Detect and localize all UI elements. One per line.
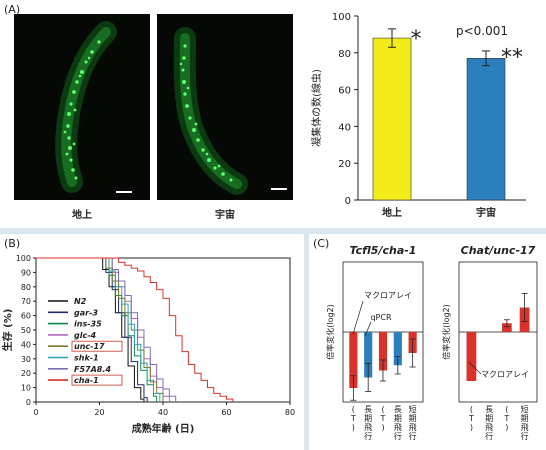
survival-line [36, 257, 177, 402]
legend-label: unc-17 [74, 342, 105, 351]
panel-c-label: (C) [313, 237, 330, 250]
x-tick-label: (T) [503, 405, 509, 432]
x-tick-label: 60 [221, 408, 231, 417]
legend-highlight-box [71, 340, 123, 352]
x-tick-label: (T) [350, 405, 356, 432]
bar [349, 332, 358, 388]
bar [501, 323, 512, 332]
legend-label: cha-1 [74, 376, 99, 385]
x-tick-label: 短期飛行 [409, 404, 417, 441]
y-axis-label: 倍率変化(log2) [441, 304, 451, 360]
y-tick-label: 90 [21, 268, 31, 277]
x-tick-label: 20 [94, 408, 104, 417]
x-tick-label: 0 [33, 408, 38, 417]
legend-label: shk-1 [74, 354, 99, 363]
significance-double-star: ** [501, 45, 523, 70]
annotation-qpcr: qPCR [370, 313, 391, 322]
microscopy-image-space [157, 14, 293, 200]
legend-label: N2 [74, 297, 87, 306]
annotation-leader [364, 321, 372, 337]
microscopy-image-ground [14, 14, 150, 200]
subchart-title: Chat/unc-17 [461, 244, 536, 257]
y-tick-label: 10 [21, 384, 31, 393]
x-tick-label: 80 [285, 408, 295, 417]
y-tick-label: 40 [338, 122, 351, 133]
x-tick-label: 地上 [382, 206, 402, 219]
image-caption-space: 宇宙 [215, 210, 235, 221]
survival-line [36, 257, 234, 402]
fold-change-charts: Tcfl5/cha-1倍率変化(log2)(T)長期飛行(T)長期飛行短期飛行C… [325, 244, 538, 441]
annotation-leader [352, 300, 364, 335]
bar [393, 332, 402, 366]
y-axis-label: 凝集体の数(線虫) [310, 69, 323, 147]
y-tick-label: 0 [26, 398, 31, 407]
survival-line [36, 257, 158, 402]
x-axis-label: 成熟年齢 (日) [132, 422, 195, 435]
survival-line [36, 257, 161, 402]
y-tick-label: 50 [21, 326, 31, 335]
x-tick-label: 短期飛行 [521, 404, 529, 441]
x-tick-label: 長期飛行 [364, 405, 372, 441]
y-tick-label: 80 [338, 49, 351, 60]
bar [372, 37, 412, 201]
panel-a-label: (A) [4, 3, 21, 16]
x-tick-label: 宇宙 [476, 206, 496, 219]
panel-c: (C) Tcfl5/cha-1 倍率変化(log2)(T) 長期飛行(T) 長期飛行短… [309, 234, 546, 450]
subchart-title: Tcfl5/cha-1 [350, 244, 417, 257]
survival-curve-chart: 0 10 20 30 40 50 60 70 80 90 100 0 20 40 60 80 生存 (%) 成熟年… [1, 254, 295, 435]
y-tick-label: 20 [21, 369, 31, 378]
legend-label: gar-3 [74, 308, 98, 317]
y-tick-label: 20 [338, 159, 351, 170]
bar [466, 332, 477, 381]
annotation-box [355, 288, 421, 301]
y-tick-label: 60 [21, 312, 31, 321]
p-value-annotation: p<0.001 [456, 24, 508, 38]
x-tick-label: 長期飛行 [485, 405, 493, 441]
x-tick-label: (T) [380, 405, 386, 432]
image-caption-ground: 地上 [72, 210, 92, 221]
panel-b: (B) 0 10 20 30 40 50 60 70 80 90 100 0 20 40 60 80 生存 (%… [0, 234, 304, 450]
legend-label: ins-35 [74, 320, 102, 329]
y-axis-label: 生存 (%) [1, 309, 14, 352]
bar [466, 58, 506, 201]
y-tick-label: 40 [21, 340, 31, 349]
x-tick-label: (T) [468, 405, 474, 432]
y-axis-label: 倍率変化(log2) [325, 304, 335, 360]
y-tick-label: 0 [345, 196, 351, 207]
annotation-microarray: マクロアレイ [364, 291, 412, 300]
x-tick-label: 40 [158, 408, 168, 417]
y-tick-label: 100 [332, 12, 351, 23]
annotation-leader [468, 361, 482, 375]
survival-line [36, 257, 145, 402]
annotation-microarray: マクロアレイ [481, 370, 529, 379]
legend-label: glc-4 [74, 331, 97, 340]
y-tick-label: 60 [338, 86, 351, 97]
y-tick-label: 30 [21, 355, 31, 364]
survival-line [36, 257, 148, 402]
legend-highlight-box [71, 374, 123, 386]
bar [364, 332, 373, 378]
panel-b-label: (B) [4, 237, 21, 250]
x-tick-label: 長期飛行 [394, 405, 402, 441]
y-tick-label: 80 [21, 283, 31, 292]
y-tick-label: 70 [21, 297, 31, 306]
panel-a: (A) 地上 [0, 0, 546, 228]
bar [378, 332, 388, 371]
legend-label: F57A8.4 [74, 365, 111, 374]
significance-star: * [411, 27, 422, 52]
bar-chart-aggregates: 0 20 40 60 80 100 凝集体の数(線虫) 地上 宇宙 * p<0.001 ** [310, 12, 526, 219]
y-tick-label: 100 [16, 254, 31, 263]
